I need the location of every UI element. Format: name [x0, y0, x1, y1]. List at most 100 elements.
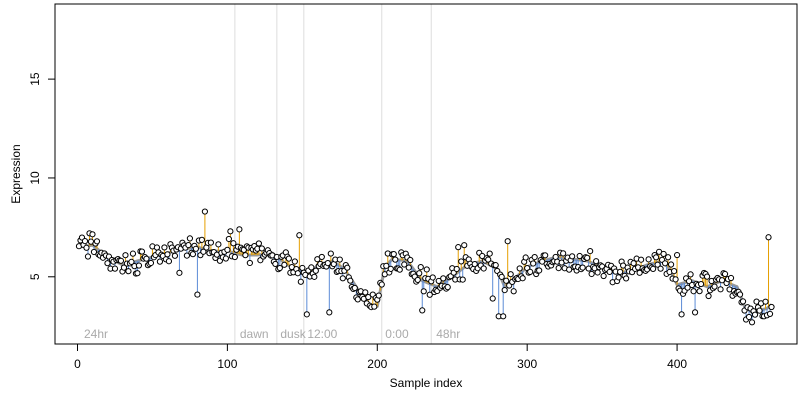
data-point: [670, 267, 678, 275]
data-point: [736, 291, 744, 298]
data-point: [756, 307, 763, 314]
data-point: [246, 259, 253, 267]
data-point: [617, 268, 624, 275]
data-point: [703, 273, 711, 280]
annotation-label: 12:00: [307, 327, 337, 341]
data-point: [392, 256, 399, 263]
data-point: [510, 288, 517, 295]
data-point: [569, 253, 576, 260]
data-point: [225, 235, 232, 243]
data-point: [128, 258, 135, 265]
data-point: [588, 270, 595, 278]
data-point: [507, 271, 514, 278]
data-point: [579, 264, 586, 271]
data-point: [684, 284, 691, 291]
data-point: [396, 266, 403, 273]
data-point: [371, 303, 378, 310]
data-point: [258, 245, 265, 252]
data-point: [420, 288, 427, 295]
data-point: [576, 252, 583, 260]
data-point: [311, 273, 318, 280]
data-point: [429, 274, 436, 281]
data-point: [522, 254, 529, 261]
data-point: [125, 268, 132, 275]
y-tick-label: 10: [28, 171, 42, 185]
x-tick-label: 100: [217, 357, 237, 371]
data-point: [501, 287, 508, 294]
data-point: [222, 255, 229, 262]
data-point: [419, 307, 426, 314]
data-point: [649, 265, 657, 273]
annotation-label: dusk: [280, 327, 306, 341]
annotation-labels: 24hr dawn dusk 12:00 0:00 48hr: [84, 327, 460, 341]
x-axis: 0 100 200 300 400: [74, 343, 687, 371]
annotation-label: 48hr: [436, 327, 460, 341]
data-point: [147, 259, 155, 267]
data-point: [531, 254, 538, 261]
data-point: [185, 241, 192, 249]
data-point: [207, 239, 214, 246]
data-point: [117, 257, 125, 264]
annotation-label: 24hr: [84, 327, 108, 341]
data-point: [630, 260, 637, 267]
data-point: [186, 235, 194, 242]
data-point: [486, 250, 493, 257]
data-point: [215, 241, 222, 248]
data-point: [231, 253, 238, 261]
data-point: [459, 276, 466, 283]
data-point: [615, 274, 622, 281]
data-point: [657, 265, 664, 272]
data-point: [390, 250, 397, 258]
data-point: [471, 261, 478, 268]
data-point: [600, 272, 607, 280]
data-point: [566, 266, 573, 273]
data-point: [143, 255, 150, 262]
data-point: [489, 295, 496, 302]
data-point: [623, 275, 630, 282]
data-point: [606, 268, 613, 276]
data-point: [423, 266, 430, 273]
data-point: [768, 303, 775, 311]
x-tick-label: 300: [517, 357, 537, 371]
data-point: [236, 226, 243, 233]
data-point: [327, 250, 334, 257]
data-point: [347, 277, 354, 284]
data-point: [664, 254, 672, 261]
data-point: [351, 284, 358, 292]
data-point: [297, 278, 304, 285]
data-point: [560, 250, 567, 257]
data-point: [751, 311, 759, 318]
data-point: [498, 273, 505, 280]
data-point: [461, 242, 468, 249]
data-point: [745, 313, 753, 321]
data-point: [762, 298, 769, 305]
data-point: [453, 265, 460, 273]
data-point: [690, 288, 697, 295]
data-point: [435, 277, 442, 285]
data-point: [667, 261, 675, 268]
data-point: [365, 293, 372, 301]
data-point: [696, 288, 703, 295]
data-point: [530, 260, 537, 267]
data-point: [593, 258, 600, 265]
x-axis-title: Sample index: [390, 376, 463, 390]
data-point: [500, 313, 507, 320]
y-tick-label: 5: [28, 273, 42, 280]
data-point: [687, 271, 694, 278]
divider-lines: [234, 4, 432, 344]
data-point: [652, 254, 660, 261]
data-point: [654, 261, 661, 268]
data-point: [138, 248, 146, 255]
data-point: [362, 289, 369, 296]
data-point: [678, 311, 685, 318]
data-point: [691, 309, 699, 316]
data-point: [766, 310, 774, 317]
data-point: [198, 236, 206, 243]
data-point: [718, 277, 726, 284]
data-point: [183, 252, 191, 259]
y-axis: 5 10 15: [28, 72, 56, 280]
data-point: [727, 274, 735, 282]
data-point: [318, 253, 325, 261]
data-point: [176, 269, 183, 276]
data-point: [645, 256, 652, 263]
